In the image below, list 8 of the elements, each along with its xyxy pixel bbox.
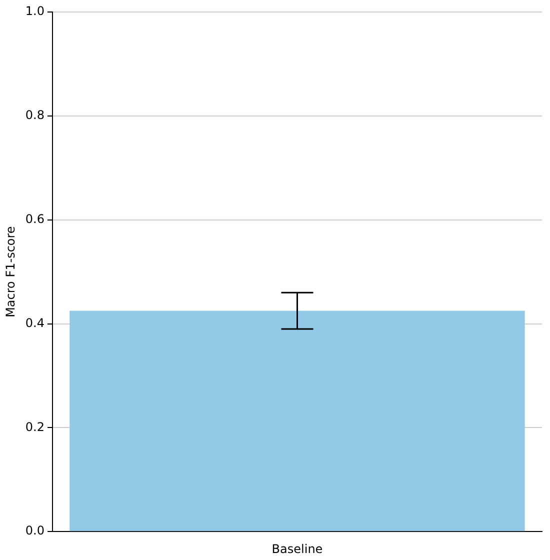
y-tick-label: 1.0 [25,4,44,18]
y-tick-label: 0.6 [25,212,44,226]
y-tick-label: 0.8 [25,108,44,122]
y-axis-title: Macro F1-score [3,226,18,318]
x-tick-label: Baseline [272,542,323,556]
y-tick-label: 0.2 [25,420,44,434]
y-tick-label: 0.4 [25,316,44,330]
y-tick-label: 0.0 [25,524,44,538]
